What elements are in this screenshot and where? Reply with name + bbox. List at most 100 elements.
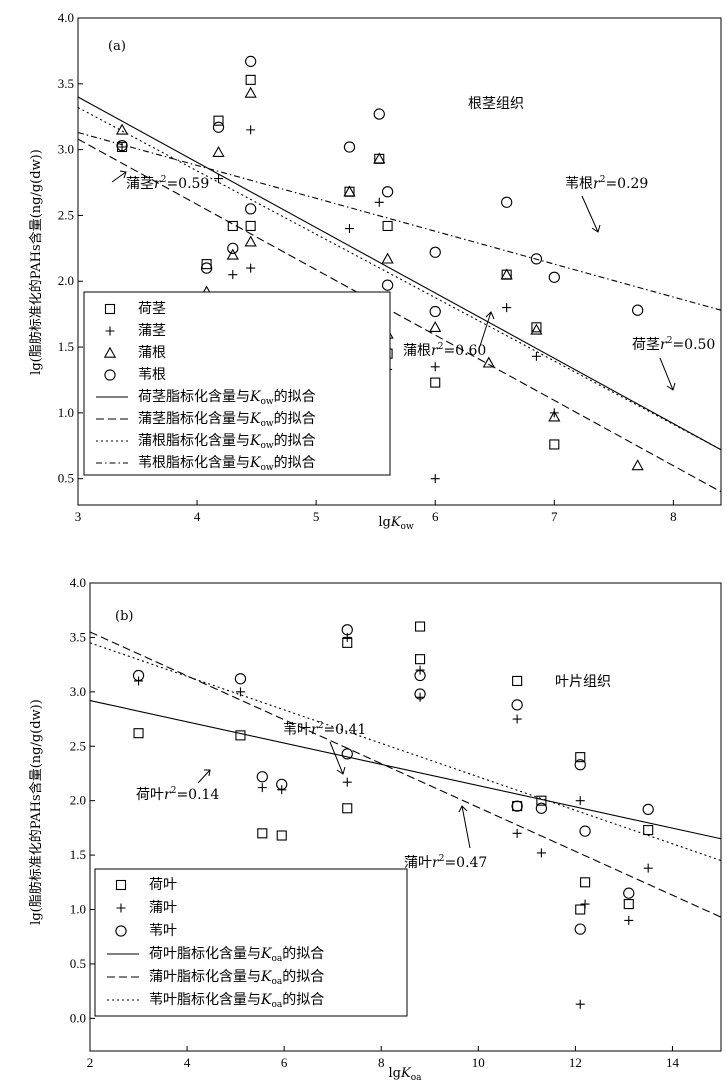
panel-a-annotation-pugen-sup: 2	[438, 342, 444, 352]
panel-a: (a) 根茎组织 lg(脂肪标准化的PAHs含量(ng/g(dw)) lgKow…	[28, 10, 722, 532]
panel-b-point-plus	[512, 828, 522, 838]
panel-a-point-triangle	[212, 145, 225, 157]
panel-b-legend-label: 荷叶脂标化含量与Koa的拟合	[149, 946, 324, 964]
panel-a-y-tick-label: 3.0	[58, 142, 74, 157]
panel-a-point-circle	[212, 121, 225, 133]
panel-b-point-square	[415, 654, 426, 665]
panel-b-point-circle	[574, 759, 586, 771]
panel-b-annotation-heye-name: 荷叶	[136, 787, 164, 803]
panel-b-point-circle	[132, 669, 145, 682]
panel-a-annotation-puqing: 蒲茎r2=0.59	[126, 175, 209, 192]
panel-a-x-tick-label: 4	[194, 509, 201, 524]
panel-b-annotation-puye-arrowhead	[458, 805, 468, 813]
panel-a-legend-label-sub: ow	[260, 397, 273, 407]
panel-b-x-tick-label: 8	[378, 1055, 385, 1070]
panel-b-point-circle	[341, 748, 353, 760]
panel-b-legend-label-k: K	[260, 946, 273, 962]
panel-b-y-tick-label: 3.0	[70, 684, 86, 699]
panel-b-legend-label-post: 的拟合	[282, 992, 324, 1008]
panel-a-annotation-pugen-arrowhead	[485, 311, 495, 320]
panel-b-legend-label: 苇叶脂标化含量与Koa的拟合	[149, 992, 324, 1010]
panel-a-annotation-weigen-arrow	[581, 195, 599, 233]
panel-a-point-plus	[430, 362, 440, 372]
panel-a-point-square	[430, 377, 441, 388]
panel-b-annotation-weiye: 苇叶r2=0.41	[283, 721, 366, 738]
panel-b-legend-label: 荷叶	[149, 877, 177, 893]
panel-a-annotation-weigen-value: =0.29	[605, 176, 648, 192]
panel-b-x-axis-label-k: K	[400, 1066, 412, 1081]
panel-a-annotation-weigen-name: 苇根	[565, 176, 593, 192]
panel-b-x-axis-label-sub: oa	[411, 1073, 422, 1083]
panel-a-point-circle	[200, 262, 213, 274]
panel-a-point-triangle	[373, 152, 386, 164]
panel-b-point-square	[415, 621, 426, 632]
panel-a-point-circle	[631, 304, 644, 316]
panel-b-x-axis-label-base: lg	[389, 1066, 401, 1081]
panel-a-legend: 荷茎蒲茎蒲根苇根荷茎脂标化含量与Kow的拟合蒲茎脂标化含量与Kow的拟合蒲根脂标…	[83, 291, 391, 476]
panel-a-annotation-weigen-r: r	[593, 176, 601, 192]
panel-a-legend-marker-circle	[104, 369, 116, 381]
panel-a-legend-label-pre: 蒲茎脂标化含量与	[138, 411, 250, 427]
panel-a-point-square	[245, 74, 256, 85]
panel-a-legend-label: 荷茎	[138, 301, 166, 317]
panel-b-legend-label: 蒲叶脂标化含量与Koa的拟合	[149, 969, 324, 987]
panel-a-point-circle	[530, 253, 543, 265]
panel-a-fit-line-dashdot	[77, 131, 722, 311]
panel-b-legend-marker-square	[115, 879, 127, 891]
panel-b: (b) 叶片组织 lg(脂肪标准化的PAHs含量(ng/g(dw)) lgKoa…	[28, 575, 722, 1083]
panel-a-x-axis-label-k: K	[390, 515, 402, 530]
panel-b-annotation-weiye-r: r	[311, 722, 319, 738]
panel-b-x-tick-label: 4	[184, 1055, 191, 1070]
panel-a-legend-label-sub: ow	[260, 463, 273, 473]
panel-b-point-square	[536, 795, 547, 806]
panel-a-point-circle	[373, 108, 385, 120]
panel-b-point-square	[643, 825, 654, 836]
panel-b-legend-marker-plus	[116, 903, 126, 913]
panel-b-annotation-weiye-value: =0.41	[323, 722, 366, 738]
panel-b-point-square	[276, 830, 287, 841]
panel-b-point-circle	[511, 699, 523, 711]
panel-a-data-points	[115, 55, 644, 484]
panel-b-y-axis-label: lg(脂肪标准化的PAHs含量(ng/g(dw))	[28, 699, 44, 925]
panel-a-point-circle	[548, 271, 560, 283]
panel-b-annotation-heye-arrow	[197, 769, 211, 784]
panel-a-x-tick-label: 8	[670, 509, 677, 524]
panel-b-legend-label-post: 的拟合	[282, 969, 324, 985]
panel-b-x-tick-label: 6	[281, 1055, 288, 1070]
panel-b-point-plus	[575, 999, 585, 1009]
panel-b-legend-label-post: 的拟合	[282, 946, 324, 962]
panel-a-point-plus	[117, 142, 127, 152]
panel-a-point-circle	[227, 242, 239, 254]
panel-a-annotation-puqing-r: r	[154, 176, 162, 192]
panel-a-y-tick-label: 0.5	[58, 471, 74, 486]
panel-a-point-triangle	[429, 321, 442, 333]
panel-b-point-circle	[234, 673, 247, 685]
panel-b-annotation-puye-arrow	[461, 805, 471, 849]
panel-b-legend-label-sub: oa	[271, 1000, 282, 1010]
panel-a-legend-label: 苇根脂标化含量与Kow的拟合	[138, 455, 316, 473]
panel-b-fit-lines	[89, 631, 722, 918]
panel-b-legend-entries: 荷叶蒲叶苇叶荷叶脂标化含量与Koa的拟合蒲叶脂标化含量与Koa的拟合苇叶脂标化含…	[107, 877, 324, 1010]
panel-a-y-tick-label: 2.0	[58, 273, 74, 288]
panel-b-fit-line-dotted	[89, 642, 722, 862]
panel-b-point-plus	[624, 915, 634, 925]
panel-a-point-circle	[245, 203, 257, 215]
panel-b-point-square	[257, 828, 268, 839]
panel-b-y-tick-label: 2.0	[70, 793, 86, 808]
panel-b-region-label: 叶片组织	[555, 674, 611, 690]
panel-b-plot-frame	[89, 582, 722, 1052]
panel-a-legend-marker-triangle	[103, 346, 117, 358]
panel-a-y-tick-label: 4.0	[58, 10, 74, 25]
panel-a-x-tick-label: 5	[313, 509, 320, 524]
panel-b-point-plus	[643, 863, 653, 873]
panel-a-x-axis-label-base: lg	[378, 515, 390, 530]
panel-a-annotation-puqing-arrow	[111, 171, 127, 183]
panel-b-legend-label: 蒲叶	[149, 900, 177, 916]
panel-b-data-points	[132, 621, 654, 1009]
panel-a-point-circle	[381, 186, 394, 198]
panel-b-y-tick-label: 0.0	[70, 1010, 86, 1025]
panel-b-y-tick-label: 0.5	[70, 956, 86, 971]
panel-a-legend-label: 蒲茎脂标化含量与Kow的拟合	[138, 411, 316, 429]
panel-a-annotation-puqing-sup: 2	[161, 175, 167, 185]
panel-a-fit-line-dashed	[77, 138, 722, 493]
